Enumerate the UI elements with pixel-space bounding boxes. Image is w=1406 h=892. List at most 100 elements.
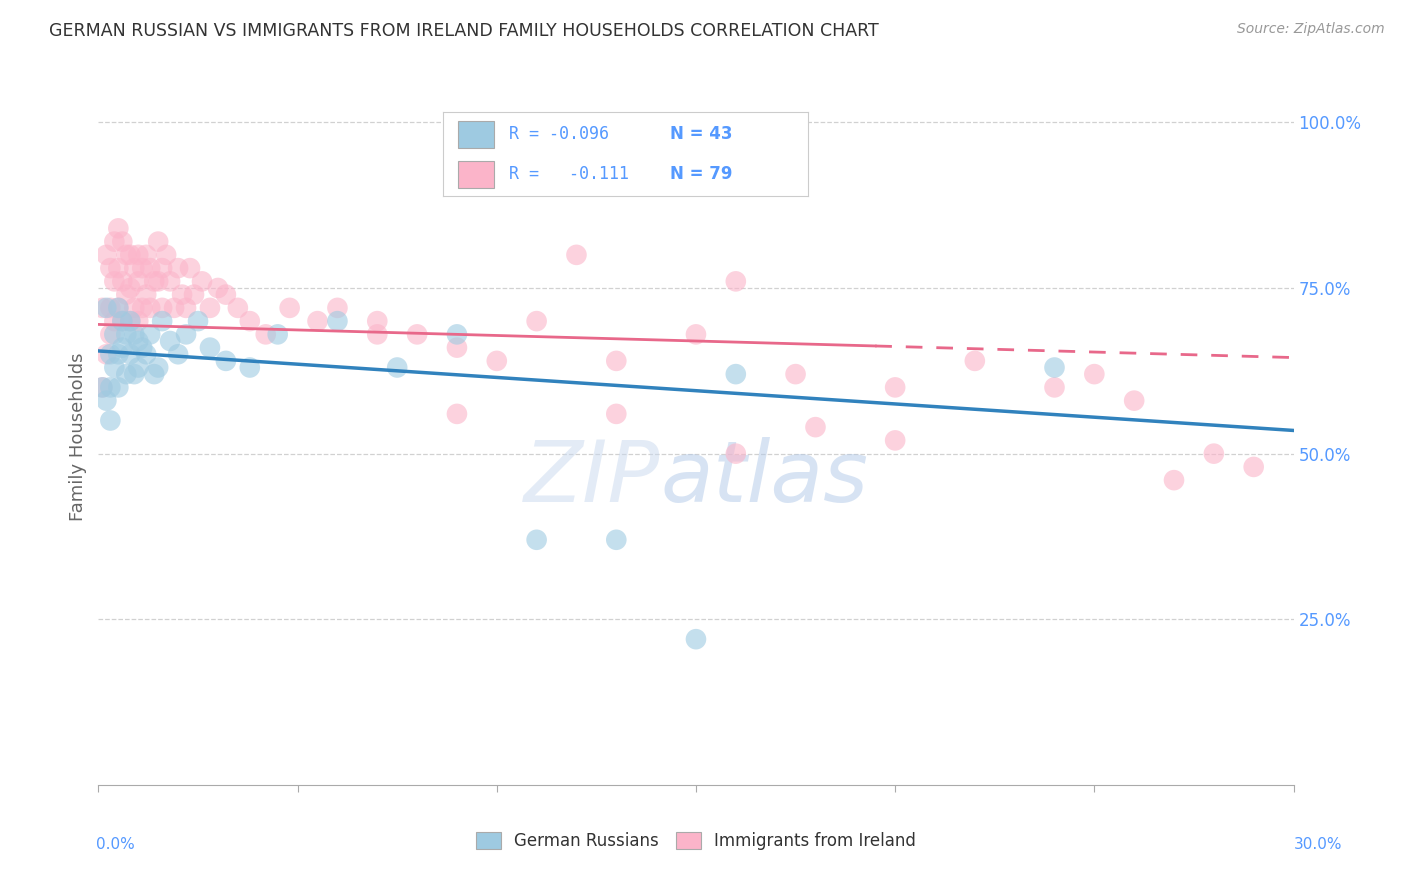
Point bbox=[605, 354, 627, 368]
Point bbox=[124, 301, 146, 315]
Point bbox=[127, 248, 149, 262]
Point bbox=[107, 301, 129, 315]
Point bbox=[1043, 360, 1066, 375]
Point bbox=[215, 287, 238, 301]
Point bbox=[1163, 473, 1185, 487]
Point bbox=[139, 301, 162, 315]
Point bbox=[150, 261, 173, 276]
Point bbox=[278, 301, 301, 315]
Point bbox=[115, 248, 138, 262]
Point bbox=[107, 347, 129, 361]
Legend: German Russians, Immigrants from Ireland: German Russians, Immigrants from Ireland bbox=[470, 825, 922, 856]
Point bbox=[107, 221, 129, 235]
Point bbox=[135, 248, 157, 262]
Point bbox=[124, 367, 146, 381]
Point bbox=[963, 354, 986, 368]
Point bbox=[446, 341, 468, 355]
Text: GERMAN RUSSIAN VS IMMIGRANTS FROM IRELAND FAMILY HOUSEHOLDS CORRELATION CHART: GERMAN RUSSIAN VS IMMIGRANTS FROM IRELAN… bbox=[49, 22, 879, 40]
Point bbox=[183, 287, 205, 301]
Point bbox=[120, 314, 142, 328]
Point bbox=[131, 301, 153, 315]
Point bbox=[1202, 447, 1225, 461]
Point bbox=[1043, 380, 1066, 394]
Point bbox=[111, 235, 134, 249]
Point bbox=[135, 347, 157, 361]
Point bbox=[115, 287, 138, 301]
Point bbox=[103, 360, 125, 375]
Point bbox=[785, 367, 807, 381]
Point bbox=[127, 334, 149, 348]
Point bbox=[159, 334, 181, 348]
Bar bbox=[457, 161, 494, 188]
Point bbox=[163, 301, 186, 315]
Point bbox=[1083, 367, 1105, 381]
Point bbox=[107, 261, 129, 276]
Text: Source: ZipAtlas.com: Source: ZipAtlas.com bbox=[1237, 22, 1385, 37]
Point bbox=[124, 327, 146, 342]
Point bbox=[127, 314, 149, 328]
Point bbox=[187, 314, 209, 328]
Point bbox=[91, 380, 114, 394]
Point bbox=[96, 393, 118, 408]
Point bbox=[446, 407, 468, 421]
Point bbox=[120, 347, 142, 361]
Point bbox=[226, 301, 249, 315]
Point bbox=[685, 327, 707, 342]
Point bbox=[167, 261, 190, 276]
Point bbox=[96, 248, 118, 262]
Point bbox=[124, 261, 146, 276]
Point bbox=[198, 341, 221, 355]
Point bbox=[148, 360, 170, 375]
Point bbox=[103, 274, 125, 288]
Point bbox=[446, 327, 468, 342]
Point bbox=[111, 314, 134, 328]
Point bbox=[120, 314, 142, 328]
Point bbox=[884, 434, 907, 448]
Point bbox=[103, 327, 125, 342]
Point bbox=[724, 447, 747, 461]
Point bbox=[155, 248, 177, 262]
Point bbox=[143, 367, 166, 381]
Point bbox=[98, 301, 122, 315]
Point bbox=[1243, 459, 1265, 474]
Point bbox=[107, 301, 129, 315]
Point bbox=[254, 327, 277, 342]
Point bbox=[366, 314, 388, 328]
Point bbox=[103, 314, 125, 328]
Bar bbox=[457, 120, 494, 148]
Point bbox=[215, 354, 238, 368]
Point bbox=[98, 327, 122, 342]
Point bbox=[605, 533, 627, 547]
Point bbox=[267, 327, 290, 342]
Y-axis label: Family Households: Family Households bbox=[69, 353, 87, 521]
Point bbox=[1123, 393, 1146, 408]
Point bbox=[111, 314, 134, 328]
Point bbox=[174, 327, 197, 342]
Text: 30.0%: 30.0% bbox=[1295, 837, 1343, 852]
Text: N = 79: N = 79 bbox=[669, 165, 733, 183]
Point bbox=[385, 360, 409, 375]
Point bbox=[107, 380, 129, 394]
Point bbox=[98, 380, 122, 394]
Point bbox=[172, 287, 194, 301]
Point bbox=[605, 407, 627, 421]
Point bbox=[139, 261, 162, 276]
Point bbox=[167, 347, 190, 361]
Point bbox=[131, 341, 153, 355]
Point bbox=[724, 367, 747, 381]
Text: R = -0.096: R = -0.096 bbox=[509, 126, 609, 144]
Point bbox=[131, 261, 153, 276]
Point bbox=[526, 314, 548, 328]
Point bbox=[685, 632, 707, 647]
Point bbox=[326, 314, 349, 328]
Point bbox=[120, 248, 142, 262]
Point bbox=[526, 533, 548, 547]
Point bbox=[127, 274, 149, 288]
Point bbox=[98, 347, 122, 361]
Point bbox=[326, 301, 349, 315]
Point bbox=[191, 274, 214, 288]
Text: 0.0%: 0.0% bbox=[96, 837, 135, 852]
Point bbox=[207, 281, 229, 295]
Point bbox=[406, 327, 429, 342]
Point bbox=[884, 380, 907, 394]
